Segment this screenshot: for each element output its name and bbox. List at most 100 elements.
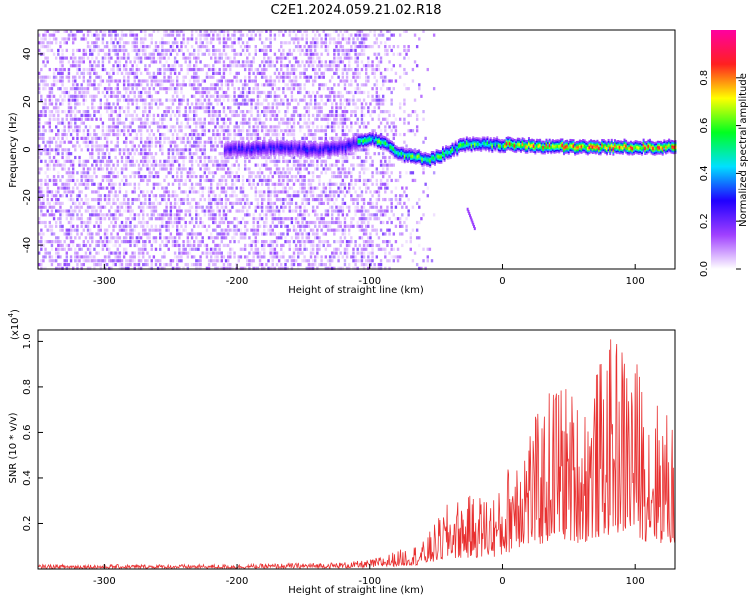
spectrogram-cell: [108, 129, 111, 133]
spectrogram-cell: [286, 201, 289, 205]
spectrogram-cell: [108, 113, 111, 118]
spectrogram-cell: [214, 243, 217, 248]
spectrogram-cell: [184, 113, 187, 118]
spectrogram-cell: [237, 201, 240, 205]
spectrogram-cell: [78, 259, 81, 263]
spectrogram-cell: [322, 220, 325, 225]
spectrogram-cell: [156, 217, 160, 221]
spectrogram-cell: [38, 194, 41, 198]
spectrogram-cell: [103, 136, 107, 140]
spectrogram-cell: [112, 175, 115, 179]
spectrogram-cell: [86, 247, 90, 251]
spectrogram-cell: [199, 259, 202, 263]
spectrogram-cell: [103, 266, 107, 270]
spectrogram-cell: [333, 194, 336, 198]
spectrogram-cell: [267, 175, 270, 179]
spectrogram-cell: [69, 175, 73, 179]
spectrogram-cell: [165, 159, 168, 163]
spectrogram-cell: [337, 121, 340, 125]
spectrogram-cell: [284, 224, 287, 228]
spectrogram-cell: [148, 136, 151, 140]
spectrogram-cell: [195, 121, 198, 125]
spectrogram-cell: [44, 113, 47, 118]
spectrogram-cell: [267, 106, 270, 110]
spectrogram-cell: [235, 178, 238, 183]
spectrogram-cell: [235, 71, 238, 75]
spectrogram-cell: [127, 125, 130, 129]
spectrogram-cell: [335, 197, 338, 202]
spectrogram-cell: [233, 232, 236, 236]
spectrogram-cell: [67, 98, 71, 102]
spectrogram-cell: [131, 90, 134, 95]
spectrogram-cell: [220, 87, 224, 91]
spectrogram-cell: [314, 197, 317, 202]
spectrogram-cell: [133, 213, 136, 217]
spectrogram-cell: [267, 45, 270, 49]
spectrogram-cell: [188, 205, 192, 209]
spectrogram-cell: [307, 140, 311, 144]
spectrogram-cell: [222, 186, 226, 190]
spectrogram-cell: [218, 48, 221, 53]
spectrogram-cell: [112, 213, 115, 217]
spectrogram-cell: [57, 52, 60, 56]
spectrogram-cell: [203, 87, 207, 91]
spectrogram-cell: [220, 129, 224, 133]
spectrogram-cell: [193, 175, 196, 179]
spectrogram-cell: [97, 182, 100, 186]
spectrogram-cell: [243, 167, 247, 171]
spectrogram-cell: [108, 56, 111, 60]
spectrogram-cell: [40, 75, 43, 79]
spectrogram-cell: [290, 71, 294, 75]
spectrogram-cell: [190, 167, 194, 171]
spectrogram-cell: [337, 94, 340, 98]
spectrogram-cell: [229, 186, 232, 190]
spectrogram-cell: [178, 186, 181, 190]
spectrogram-cell: [122, 67, 126, 72]
spectrogram-cell: [54, 209, 58, 213]
spectrogram-cell: [243, 194, 247, 198]
spectrogram-cell: [214, 197, 217, 202]
spectrogram-cell: [167, 163, 170, 167]
spectrogram-cell: [273, 159, 277, 163]
spectrogram-cell: [314, 132, 317, 137]
spectrogram-cell: [252, 255, 255, 259]
spectrogram-cell: [331, 37, 334, 41]
spectrogram-cell: [131, 64, 134, 68]
spectrogram-cell: [335, 205, 338, 209]
spectrogram-cell: [299, 171, 302, 175]
spectrogram-cell: [93, 159, 96, 163]
spectrogram-cell: [112, 201, 115, 205]
spectrogram-cell: [209, 75, 213, 79]
spectrogram-cell: [112, 186, 115, 190]
spectrogram-cell: [209, 205, 213, 209]
spectrogram-cell: [80, 90, 83, 95]
spectrogram-cell: [42, 232, 45, 236]
spectrogram-cell: [318, 60, 321, 64]
spectrogram-cell: [120, 148, 124, 152]
spectrogram-cell: [311, 132, 315, 137]
spectrogram-cell: [331, 220, 334, 225]
spectrogram-cell: [331, 64, 334, 68]
spectrogram-cell: [116, 87, 119, 91]
spectrogram-cell: [324, 167, 328, 171]
spectrogram-cell: [52, 159, 56, 163]
spectrogram-cell: [248, 60, 251, 64]
spectrogram-cell: [144, 102, 147, 106]
spectrogram-cell: [71, 64, 75, 68]
spectrogram-cell: [277, 110, 281, 114]
spectrogram-cell: [63, 67, 66, 72]
spectrogram-cell: [110, 129, 113, 133]
spectrogram-cell: [305, 29, 308, 33]
spectrogram-cell: [201, 236, 204, 240]
spectrogram-cell: [110, 240, 113, 244]
spectrogram-cell: [122, 240, 126, 244]
spectrogram-cell: [316, 129, 319, 133]
spectrogram-cell: [214, 255, 217, 259]
spectrogram-cell: [50, 148, 54, 152]
spectrogram-cell: [180, 98, 183, 102]
spectrogram-cell: [76, 29, 79, 33]
spectrogram-cell: [176, 175, 179, 179]
spectrogram-cell: [103, 87, 107, 91]
spectrogram-cell: [165, 167, 168, 171]
spectrogram-cell: [46, 148, 49, 152]
